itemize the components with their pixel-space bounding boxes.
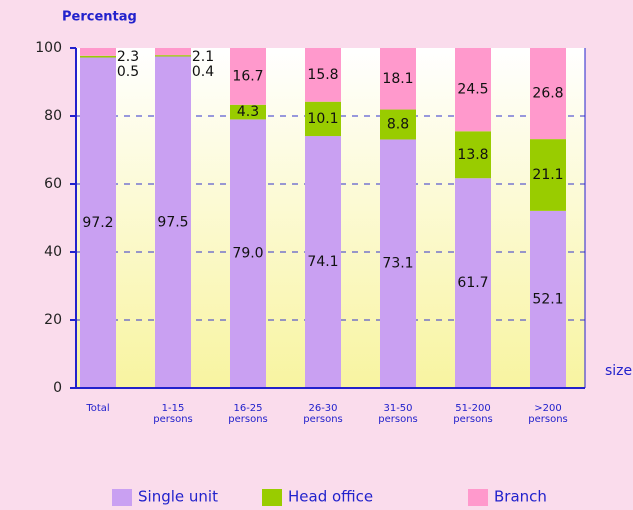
data-label: 97.5 (157, 214, 188, 230)
data-label: 61.7 (457, 275, 488, 291)
y-tick-label: 40 (44, 244, 62, 260)
bar-segment (155, 48, 191, 56)
y-tick-label: 80 (44, 108, 62, 124)
legend-label: Head office (288, 488, 373, 506)
x-tick-label: >200 persons (528, 403, 568, 425)
data-label: 15.8 (307, 67, 338, 83)
legend-swatch (112, 489, 132, 506)
x-tick-label: Total (86, 403, 110, 414)
bar-segment (380, 48, 416, 110)
data-label: 73.1 (382, 256, 413, 272)
data-label: 24.5 (457, 82, 488, 98)
data-label: 4.3 (237, 104, 259, 120)
legend-swatch (468, 489, 488, 506)
data-label: 16.7 (232, 68, 263, 84)
data-label: 8.8 (387, 117, 409, 133)
bar-segment (380, 139, 416, 388)
y-tick-label: 60 (44, 176, 62, 192)
x-tick-label: 26-30 persons (303, 403, 343, 425)
y-tick-label: 100 (35, 40, 62, 56)
bar-segment (455, 48, 491, 132)
legend-label: Branch (494, 488, 547, 506)
x-tick-label: 1-15 persons (153, 403, 193, 425)
bar-segment (305, 48, 341, 102)
x-tick-label: 16-25 persons (228, 403, 268, 425)
bar-segment (155, 56, 191, 388)
data-label: 21.1 (532, 167, 563, 183)
bar-segment (305, 136, 341, 388)
x-tick-label: 31-50 persons (378, 403, 418, 425)
data-label: 10.1 (307, 111, 338, 127)
data-label: 18.1 (382, 71, 413, 87)
bar-segment (530, 139, 566, 211)
bar-segment (80, 48, 116, 56)
data-label: 74.1 (307, 254, 338, 270)
bar-segment (155, 55, 191, 57)
data-label: 2.1 (192, 49, 214, 65)
x-tick-label: 51-200 persons (453, 403, 493, 425)
data-label: 2.3 (117, 49, 139, 65)
legend-swatch (262, 489, 282, 506)
data-label: 97.2 (82, 215, 113, 231)
bar-segment (455, 131, 491, 179)
bar-segment (230, 104, 266, 120)
y-tick-label: 20 (44, 312, 62, 328)
data-label: 13.8 (457, 147, 488, 163)
x-axis-label: size (605, 363, 632, 379)
data-label: 0.4 (192, 64, 214, 80)
data-label: 0.5 (117, 64, 139, 80)
legend-label: Single unit (138, 488, 218, 506)
bar-segment (530, 210, 566, 388)
data-label: 26.8 (532, 86, 563, 102)
bar-segment (80, 57, 116, 389)
bar-segment (230, 119, 266, 389)
bar-segment (455, 178, 491, 388)
chart-title: Percentag (62, 10, 137, 25)
bar-segment (80, 55, 116, 58)
data-label: 79.0 (232, 246, 263, 262)
data-label: 52.1 (532, 291, 563, 307)
bar-segment (530, 48, 566, 140)
bar-segment (380, 109, 416, 140)
bar-segment (305, 101, 341, 137)
bar-segment (230, 48, 266, 105)
y-tick-label: 0 (53, 380, 62, 396)
